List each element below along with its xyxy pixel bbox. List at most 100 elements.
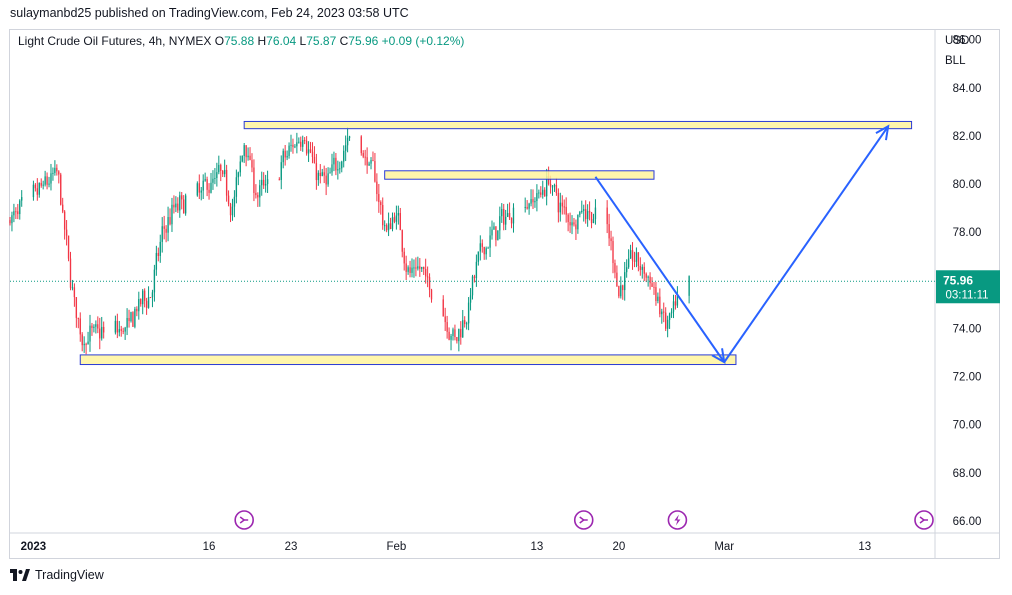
candle-body bbox=[266, 179, 269, 185]
candle-body bbox=[300, 141, 302, 147]
candle-body bbox=[532, 199, 534, 203]
candle-body bbox=[155, 252, 158, 270]
candle-body bbox=[303, 140, 306, 142]
low-label: L bbox=[299, 34, 307, 48]
candle-body bbox=[298, 141, 300, 143]
candle-body bbox=[175, 203, 177, 208]
candle-body bbox=[477, 251, 480, 262]
candle-body bbox=[666, 319, 669, 329]
candle-body bbox=[97, 324, 99, 329]
candle-body bbox=[200, 190, 202, 193]
candle-body bbox=[464, 320, 466, 325]
candle-body bbox=[81, 334, 83, 346]
candle-body bbox=[130, 312, 132, 322]
candle-body bbox=[618, 286, 620, 297]
zone-rectangle[interactable] bbox=[79, 354, 737, 366]
flash-glyph-icon bbox=[674, 514, 681, 526]
x-tick-label: Feb bbox=[386, 541, 406, 553]
candle-body bbox=[504, 216, 507, 225]
candle-body bbox=[239, 161, 241, 173]
candle-body bbox=[573, 222, 575, 225]
candle-body bbox=[659, 296, 661, 315]
candle-body bbox=[38, 182, 40, 195]
candle-body bbox=[91, 325, 93, 329]
candle-body bbox=[165, 228, 167, 233]
candle-body bbox=[579, 211, 581, 215]
projection-arrow[interactable] bbox=[723, 125, 889, 363]
projection-arrow[interactable] bbox=[594, 176, 726, 363]
candle-body bbox=[40, 182, 42, 186]
open-label: O bbox=[214, 34, 225, 48]
candle-body bbox=[302, 140, 304, 147]
zone-rectangle[interactable] bbox=[384, 170, 655, 180]
candle-body bbox=[198, 183, 200, 193]
candle-body bbox=[208, 189, 210, 193]
candle-body bbox=[317, 172, 320, 181]
candle-body bbox=[501, 209, 503, 217]
candle-body bbox=[179, 195, 181, 211]
candle-body bbox=[143, 290, 146, 301]
last-price-value: 75.96 bbox=[943, 273, 973, 287]
candle-body bbox=[159, 241, 161, 256]
candle-body bbox=[581, 210, 583, 212]
candle-body bbox=[378, 194, 380, 203]
low-value: 75.87 bbox=[306, 34, 337, 48]
y-tick-label: 84.00 bbox=[953, 83, 982, 95]
candle-body bbox=[462, 320, 464, 338]
candle-body bbox=[657, 296, 659, 301]
candle-body bbox=[325, 175, 327, 185]
candle-body bbox=[261, 179, 263, 186]
candle-body bbox=[397, 213, 400, 216]
candle-body bbox=[633, 260, 636, 262]
candle-body bbox=[415, 267, 417, 269]
candle-body bbox=[341, 161, 343, 169]
candle-body bbox=[241, 155, 243, 162]
candle-body bbox=[13, 211, 15, 216]
y-tick-label: 68.00 bbox=[953, 468, 982, 480]
candle-body bbox=[227, 195, 230, 204]
candle-body bbox=[85, 343, 87, 345]
candle-body bbox=[374, 161, 376, 182]
footer-brand: TradingView bbox=[35, 568, 104, 582]
candle-body bbox=[344, 145, 347, 151]
candle-body bbox=[56, 167, 58, 172]
candle-body bbox=[483, 246, 485, 255]
candle-body bbox=[479, 243, 481, 252]
candle-body bbox=[58, 171, 60, 175]
candle-body bbox=[387, 223, 390, 231]
open-value: 75.88 bbox=[224, 34, 255, 48]
symbol-legend: Light Crude Oil Futures, 4h, NYMEX O75.8… bbox=[18, 34, 464, 48]
candle-body bbox=[181, 195, 183, 200]
candle-body bbox=[385, 225, 388, 231]
candle-body bbox=[21, 197, 23, 201]
candle-body bbox=[475, 261, 478, 279]
candle-body bbox=[380, 202, 382, 206]
candle-body bbox=[493, 226, 495, 230]
candle-body bbox=[77, 317, 79, 319]
candle-body bbox=[674, 301, 677, 306]
candle-body bbox=[118, 329, 120, 333]
candle-body bbox=[288, 145, 290, 156]
candle-body bbox=[231, 206, 234, 216]
candle-body bbox=[411, 267, 413, 273]
candle-body bbox=[448, 331, 450, 340]
x-tick-label: Mar bbox=[714, 541, 734, 553]
candle-body bbox=[419, 266, 421, 269]
candle-body bbox=[259, 185, 261, 198]
candle-body bbox=[627, 258, 630, 268]
candle-body bbox=[102, 326, 105, 333]
candle-body bbox=[395, 215, 398, 222]
zone-rectangle[interactable] bbox=[243, 120, 913, 130]
candle-body bbox=[278, 179, 280, 181]
candle-body bbox=[417, 266, 419, 269]
candle-body bbox=[292, 144, 294, 147]
candle-body bbox=[544, 189, 546, 197]
candle-body bbox=[625, 267, 628, 273]
candle-body bbox=[393, 217, 396, 222]
candle-body bbox=[495, 226, 497, 241]
candle-body bbox=[444, 316, 446, 323]
candle-body bbox=[319, 172, 321, 177]
publisher-line: sulaymanbd25 published on TradingView.co… bbox=[10, 6, 409, 20]
candle-body bbox=[313, 156, 316, 164]
